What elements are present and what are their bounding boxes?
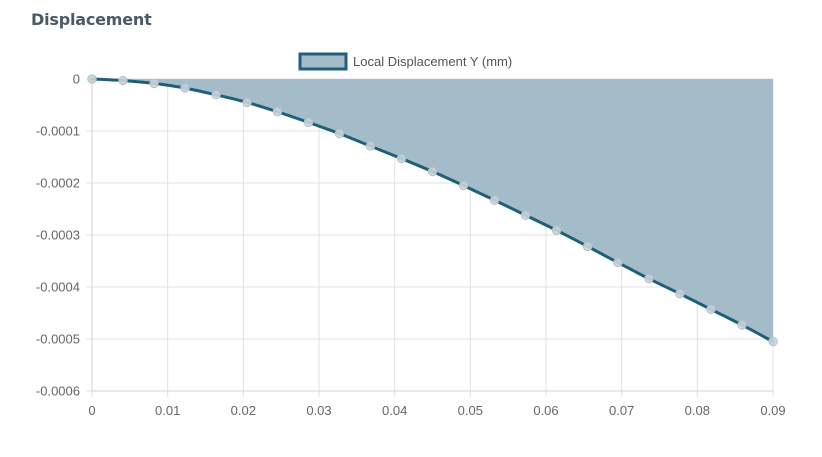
data-point — [644, 273, 654, 284]
panel-title: Displacement — [31, 10, 152, 29]
x-tick-label: 0.09 — [760, 403, 785, 418]
data-point — [180, 83, 190, 93]
data-point — [365, 141, 376, 151]
data-points — [87, 74, 778, 347]
x-tick-label: 0 — [88, 403, 95, 418]
series-area — [92, 79, 773, 342]
legend-swatch — [298, 52, 348, 71]
area-layer — [92, 79, 773, 342]
x-tick-label: 0.02 — [231, 403, 256, 418]
x-tick-label: 0.04 — [382, 403, 407, 418]
legend-label: Local Displacement Y (mm) — [353, 54, 512, 69]
y-tick-label: -0.0001 — [36, 124, 80, 139]
x-tick-label: 0.07 — [609, 403, 634, 418]
data-point — [242, 97, 252, 108]
data-point — [675, 289, 685, 299]
data-point — [272, 107, 283, 117]
data-point — [87, 74, 97, 84]
data-point — [613, 257, 623, 268]
data-point — [334, 128, 345, 139]
x-tick-label: 0.03 — [306, 403, 331, 418]
data-point — [149, 78, 159, 89]
data-point — [768, 336, 778, 347]
data-point — [118, 75, 128, 86]
axes: 0 0.01 0.02 0.03 0.04 0.05 0.06 0.07 0.08 0.09 0 -0… — [36, 72, 786, 419]
data-point — [458, 180, 469, 191]
x-tick-label: 0.01 — [155, 403, 180, 418]
data-point — [396, 153, 407, 164]
legend[interactable]: Local Displacement Y (mm) — [298, 52, 512, 71]
x-tick-label: 0.05 — [458, 403, 483, 418]
data-point — [211, 90, 221, 100]
y-tick-label: -0.0005 — [36, 332, 80, 347]
data-point — [551, 225, 562, 236]
x-tick-label: 0.06 — [533, 403, 558, 418]
x-tick-label: 0.08 — [685, 403, 710, 418]
y-tick-label: -0.0004 — [36, 280, 80, 295]
y-tick-label: 0 — [73, 72, 80, 87]
data-point — [520, 210, 531, 220]
y-tick-label: -0.0003 — [36, 228, 80, 243]
data-point — [706, 304, 716, 315]
data-point — [737, 320, 747, 330]
data-point — [303, 117, 314, 128]
y-tick-label: -0.0006 — [36, 384, 80, 399]
data-point — [427, 166, 438, 177]
data-point — [582, 241, 593, 252]
y-tick-label: -0.0002 — [36, 176, 80, 191]
data-point — [489, 195, 500, 205]
